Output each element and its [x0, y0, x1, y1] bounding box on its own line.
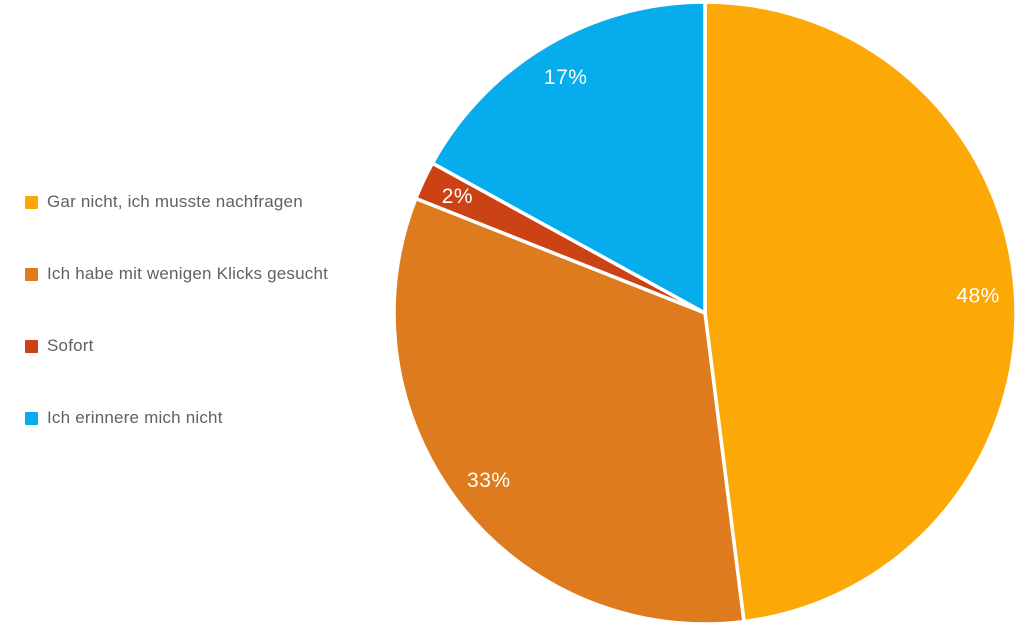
legend-label: Gar nicht, ich musste nachfragen	[47, 192, 303, 211]
legend-item-sofort: Sofort	[25, 334, 328, 358]
legend-label: Ich erinnere mich nicht	[47, 408, 223, 427]
pie-slice-1	[703, 0, 1018, 624]
pie-slice-2	[392, 196, 746, 626]
pie-slice-value-label: 48%	[956, 284, 1000, 307]
chart-legend: Gar nicht, ich musste nachfragen Ich hab…	[25, 190, 328, 430]
pie-slice-value-label: 33%	[467, 469, 511, 492]
pie-slice-value-label: 2%	[442, 185, 473, 208]
legend-swatch-icon	[25, 195, 38, 209]
pie-slice-value-label: 17%	[544, 66, 588, 89]
pie-slice-4	[430, 0, 707, 315]
legend-swatch-icon	[25, 339, 38, 353]
legend-swatch-icon	[25, 411, 38, 425]
legend-item-wenige-klicks: Ich habe mit wenigen Klicks gesucht	[25, 262, 328, 286]
legend-item-gar-nicht: Gar nicht, ich musste nachfragen	[25, 190, 328, 214]
legend-label: Ich habe mit wenigen Klicks gesucht	[47, 264, 329, 283]
legend-item-erinnere-nicht: Ich erinnere mich nicht	[25, 406, 328, 430]
legend-swatch-icon	[25, 267, 38, 281]
legend-label: Sofort	[47, 336, 94, 355]
